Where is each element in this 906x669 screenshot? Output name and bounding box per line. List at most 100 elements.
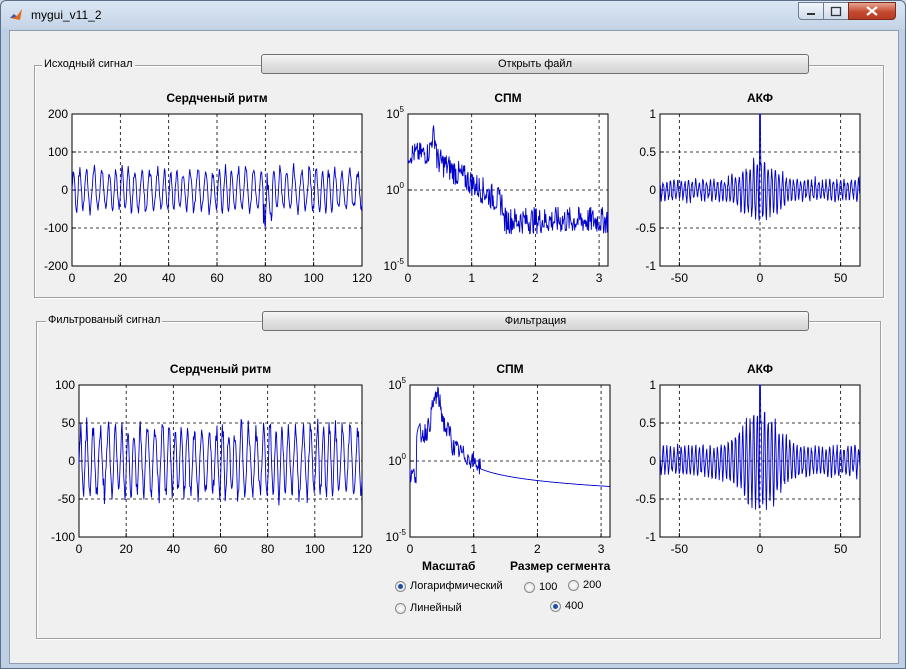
plot-area — [409, 384, 611, 538]
y-tick-label: 100 — [48, 145, 68, 159]
axes-title: СПМ — [496, 362, 523, 376]
x-tick-label: 0 — [757, 271, 764, 285]
axes-filt-psd: 0 1 2 3 105 100 10-5 СПМ — [386, 362, 611, 556]
x-tick-label: 40 — [167, 542, 181, 556]
plots-layer: 0 20 40 60 80 100 1202001000-100-200Сердченый … — [44, 91, 861, 556]
axes-title: Сердченый ритм — [170, 362, 271, 376]
y-tick-label: 10-5 — [384, 257, 405, 273]
y-tick-label: 0 — [61, 183, 68, 197]
y-tick-label: -1 — [645, 259, 656, 273]
x-tick-label: 2 — [532, 271, 539, 285]
radio-log-scale[interactable]: Логарифмический — [395, 580, 503, 592]
plot-area — [407, 113, 609, 267]
y-tick-label: 105 — [386, 105, 404, 121]
y-tick-label: 1 — [649, 378, 656, 392]
title-bar[interactable]: mygui_v11_2 — [1, 1, 905, 29]
y-tick-label: -1 — [645, 530, 656, 544]
radio-segment-400[interactable]: 400 — [550, 600, 583, 612]
figure-client-area: Исходный сигнал Открыть файл Фильтрованы… — [9, 30, 899, 664]
x-tick-label: 50 — [834, 542, 848, 556]
y-tick-label: -0.5 — [635, 492, 656, 506]
radio-indicator — [524, 581, 535, 593]
series-line — [71, 163, 363, 228]
y-tick-label: 50 — [62, 416, 76, 430]
open-file-button[interactable]: Открыть файл — [261, 54, 809, 74]
x-tick-label: 100 — [305, 542, 325, 556]
x-tick-label: 0 — [407, 542, 414, 556]
x-tick-label: 60 — [214, 542, 228, 556]
x-tick-label: 0 — [76, 542, 83, 556]
x-tick-label: 1 — [468, 271, 475, 285]
series-line — [78, 417, 363, 506]
y-tick-label: 100 — [388, 452, 406, 468]
x-tick-label: 120 — [352, 542, 372, 556]
y-tick-label: 0 — [649, 183, 656, 197]
x-tick-label: 60 — [210, 271, 224, 285]
radio-indicator-selected — [550, 600, 561, 612]
axes-title: АКФ — [747, 91, 773, 105]
axes-orig-psd: 0 1 2 3 105 100 10-5 СПМ — [384, 91, 609, 285]
y-tick-label: 200 — [48, 107, 68, 121]
x-tick-label: 80 — [261, 542, 275, 556]
x-tick-label: 0 — [69, 271, 76, 285]
radio-indicator-selected — [395, 580, 406, 592]
radio-segment-100[interactable]: 100 — [524, 581, 557, 593]
x-tick-label: 2 — [534, 542, 541, 556]
y-tick-label: 100 — [386, 181, 404, 197]
y-tick-label: -100 — [44, 221, 68, 235]
axes-orig-hr: 0 20 40 60 80 100 120 200 100 0 -100 -200 Сердченый … — [44, 91, 372, 285]
radio-indicator — [568, 579, 579, 591]
minimize-button[interactable] — [798, 2, 824, 20]
radio-indicator — [395, 602, 406, 614]
x-tick-label: 1 — [470, 542, 477, 556]
x-tick-label: 20 — [119, 542, 133, 556]
y-tick-label: 0.5 — [639, 416, 656, 430]
x-tick-label: 3 — [598, 542, 605, 556]
x-tick-label: 20 — [114, 271, 128, 285]
close-button[interactable] — [848, 2, 896, 20]
radio-200-label: 200 — [583, 579, 602, 591]
x-tick-label: -50 — [671, 542, 689, 556]
x-tick-label: 0 — [757, 542, 764, 556]
radio-linear-scale[interactable]: Линейный — [395, 602, 462, 614]
radio-400-label: 400 — [565, 600, 584, 612]
x-tick-label: 50 — [834, 271, 848, 285]
panel-filtered-title: Фильтрованый сигнал — [46, 314, 163, 326]
x-tick-label: 40 — [162, 271, 176, 285]
y-tick-label: 105 — [388, 376, 406, 392]
y-tick-label: 0 — [649, 454, 656, 468]
x-tick-label: 120 — [352, 271, 372, 285]
series-line — [659, 113, 861, 221]
axes-title: АКФ — [747, 362, 773, 376]
x-tick-label: 3 — [596, 271, 603, 285]
x-tick-label: -50 — [671, 271, 689, 285]
axes-filt-acf: -50 0 50 1 0.5 0 -0.5 -1 АКФ — [635, 362, 861, 556]
x-tick-label: 0 — [405, 271, 412, 285]
x-tick-label: 80 — [259, 271, 273, 285]
series-line — [407, 125, 609, 235]
y-tick-label: -0.5 — [635, 221, 656, 235]
axes-title: Сердченый ритм — [166, 91, 267, 105]
scale-label: Масштаб — [422, 559, 476, 573]
radio-linear-label: Линейный — [410, 602, 462, 614]
maximize-icon — [830, 6, 842, 17]
close-icon — [866, 6, 878, 16]
y-tick-label: 10-5 — [386, 528, 407, 544]
y-tick-label: 0 — [68, 454, 75, 468]
radio-log-label: Логарифмический — [410, 580, 503, 592]
radio-segment-200[interactable]: 200 — [568, 579, 601, 591]
matlab-icon — [10, 9, 22, 20]
panel-original-title: Исходный сигнал — [42, 58, 135, 70]
axes-filt-hr: 0 20 40 60 80 100 120 100 50 0 -50 -100 Сердченый ри… — [51, 362, 372, 556]
y-tick-label: 1 — [649, 107, 656, 121]
maximize-button[interactable] — [823, 2, 849, 20]
y-tick-label: -200 — [44, 259, 68, 273]
filter-button[interactable]: Фильтрация — [262, 311, 809, 331]
radio-100-label: 100 — [539, 581, 558, 593]
y-tick-label: -100 — [51, 530, 75, 544]
y-tick-label: 100 — [55, 378, 75, 392]
axes-title: СПМ — [494, 91, 521, 105]
axes-orig-acf: -50 0 50 1 0.5 0 -0.5 -1 АКФ — [635, 91, 861, 285]
window-title: mygui_v11_2 — [31, 8, 102, 22]
